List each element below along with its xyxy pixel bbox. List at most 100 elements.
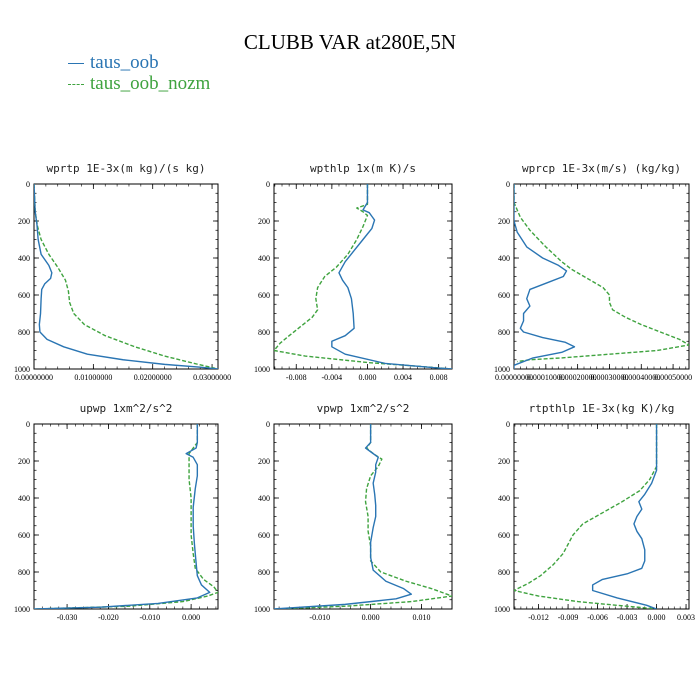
series-line-taus-oob [591, 424, 658, 609]
series-line-taus-oob-nozm [274, 424, 452, 609]
series-line-taus-oob [34, 424, 211, 609]
y-tick-label: 800 [498, 328, 510, 337]
series-line-taus-oob-nozm [274, 184, 452, 369]
legend-label-taus-oob: taus_oob [90, 52, 159, 73]
y-tick-label: 1000 [254, 365, 270, 374]
y-tick-label: 800 [498, 568, 510, 577]
x-tick-label: 0.00000000 [495, 373, 533, 382]
y-tick-label: 600 [498, 531, 510, 540]
panel-title: vpwp 1xm^2/s^2 [317, 402, 410, 415]
series-line-taus-oob [514, 184, 576, 369]
x-tick-label: -0.006 [587, 613, 608, 622]
x-tick-label: 0.00020000 [559, 373, 597, 382]
y-tick-label: 400 [498, 494, 510, 503]
x-tick-label: 0.000 [362, 613, 380, 622]
x-tick-label: -0.010 [139, 613, 160, 622]
chart-panel-2: wpthlp 1x(m K)/s 0 200 400 600 800 1000 -0.008 -… [254, 162, 453, 382]
y-tick-label: 1000 [14, 605, 30, 614]
series-line-taus-oob-nozm [34, 184, 218, 369]
series-line-taus-oob-nozm [514, 424, 658, 609]
x-tick-label: -0.030 [57, 613, 78, 622]
x-tick-label: 0.03000000 [193, 373, 231, 382]
legend-swatch-taus-oob-nozm [68, 83, 84, 85]
x-tick-label: 0.000 [182, 613, 200, 622]
y-tick-label: 600 [18, 531, 30, 540]
y-tick-label: 800 [18, 328, 30, 337]
x-tick-label: 0.008 [430, 373, 448, 382]
x-tick-label: 0.00050000 [654, 373, 692, 382]
x-tick-label: -0.004 [322, 373, 343, 382]
y-tick-label: 0 [26, 180, 30, 189]
y-tick-label: 400 [258, 494, 270, 503]
chart-panel-4: upwp 1xm^2/s^2 0 200 400 600 800 1000 -0.030 -0.… [14, 402, 219, 622]
x-tick-label: 0.00010000 [527, 373, 565, 382]
y-tick-label: 1000 [14, 365, 30, 374]
x-tick-label: 0.00040000 [622, 373, 660, 382]
y-tick-label: 0 [506, 420, 510, 429]
x-tick-label: 0.000 [358, 373, 376, 382]
x-tick-label: 0.003 [677, 613, 695, 622]
legend-swatch-taus-oob [68, 62, 84, 64]
x-tick-label: 0.00030000 [590, 373, 628, 382]
x-tick-label: -0.010 [309, 613, 330, 622]
x-tick-label: -0.003 [617, 613, 638, 622]
y-tick-label: 200 [18, 217, 30, 226]
y-tick-label: 0 [266, 180, 270, 189]
legend-item-taus-oob-nozm: taus_oob_nozm [68, 73, 210, 95]
series-line-taus-oob [34, 184, 218, 369]
y-tick-label: 800 [258, 328, 270, 337]
plot-frame [513, 423, 690, 610]
legend-label-taus-oob-nozm: taus_oob_nozm [90, 73, 211, 94]
chart-panel-3: wprcp 1E-3x(m/s) (kg/kg) 0 200 400 600 800 100… [494, 162, 692, 382]
plot-frame [513, 183, 690, 370]
plot-frame [273, 423, 453, 610]
series-line-taus-oob-nozm [514, 184, 689, 363]
x-tick-label: 0.004 [394, 373, 412, 382]
chart-panel-5: vpwp 1xm^2/s^2 0 200 400 600 800 1000 -0.010 0.0… [254, 402, 453, 622]
panel-title: rtpthlp 1E-3x(kg K)/kg [529, 402, 675, 415]
x-tick-label: -0.009 [558, 613, 579, 622]
y-tick-label: 400 [498, 254, 510, 263]
y-tick-label: 800 [18, 568, 30, 577]
plot-frame [33, 183, 219, 370]
y-tick-label: 600 [18, 291, 30, 300]
y-tick-label: 200 [18, 457, 30, 466]
y-tick-label: 200 [498, 217, 510, 226]
legend-item-taus-oob: taus_oob [68, 52, 159, 74]
series-line-taus-oob [274, 424, 413, 609]
y-tick-label: 0 [26, 420, 30, 429]
y-tick-label: 1000 [254, 605, 270, 614]
series-line-taus-oob [331, 184, 452, 369]
series-line-taus-oob-nozm [34, 424, 218, 609]
x-tick-label: 0.01000000 [74, 373, 112, 382]
x-tick-label: 0.010 [412, 613, 430, 622]
x-tick-label: 0.00000000 [15, 373, 53, 382]
x-tick-label: -0.008 [286, 373, 307, 382]
chart-panel-1: wprtp 1E-3x(m kg)/(s kg) 0 200 400 600 800 100… [14, 162, 231, 382]
panel-title: upwp 1xm^2/s^2 [80, 402, 173, 415]
y-tick-label: 1000 [494, 365, 510, 374]
y-tick-label: 0 [506, 180, 510, 189]
y-tick-label: 1000 [494, 605, 510, 614]
x-tick-label: -0.020 [98, 613, 119, 622]
page-title: CLUBB VAR at280E,5N [243, 30, 457, 54]
y-tick-label: 200 [498, 457, 510, 466]
panel-title: wprcp 1E-3x(m/s) (kg/kg) [522, 162, 681, 175]
chart-panel-6: rtpthlp 1E-3x(kg K)/kg 0 200 400 600 800 1000 -… [494, 402, 695, 622]
y-tick-label: 200 [258, 457, 270, 466]
y-tick-label: 0 [266, 420, 270, 429]
y-tick-label: 200 [258, 217, 270, 226]
y-tick-label: 600 [258, 531, 270, 540]
y-tick-label: 400 [258, 254, 270, 263]
x-tick-label: 0.02000000 [134, 373, 172, 382]
panel-title: wprtp 1E-3x(m kg)/(s kg) [47, 162, 206, 175]
y-tick-label: 600 [258, 291, 270, 300]
x-tick-label: 0.000 [648, 613, 666, 622]
y-tick-label: 800 [258, 568, 270, 577]
y-tick-label: 400 [18, 254, 30, 263]
y-tick-label: 400 [18, 494, 30, 503]
x-tick-label: -0.012 [528, 613, 549, 622]
y-tick-label: 600 [498, 291, 510, 300]
panel-title: wpthlp 1x(m K)/s [310, 162, 416, 175]
